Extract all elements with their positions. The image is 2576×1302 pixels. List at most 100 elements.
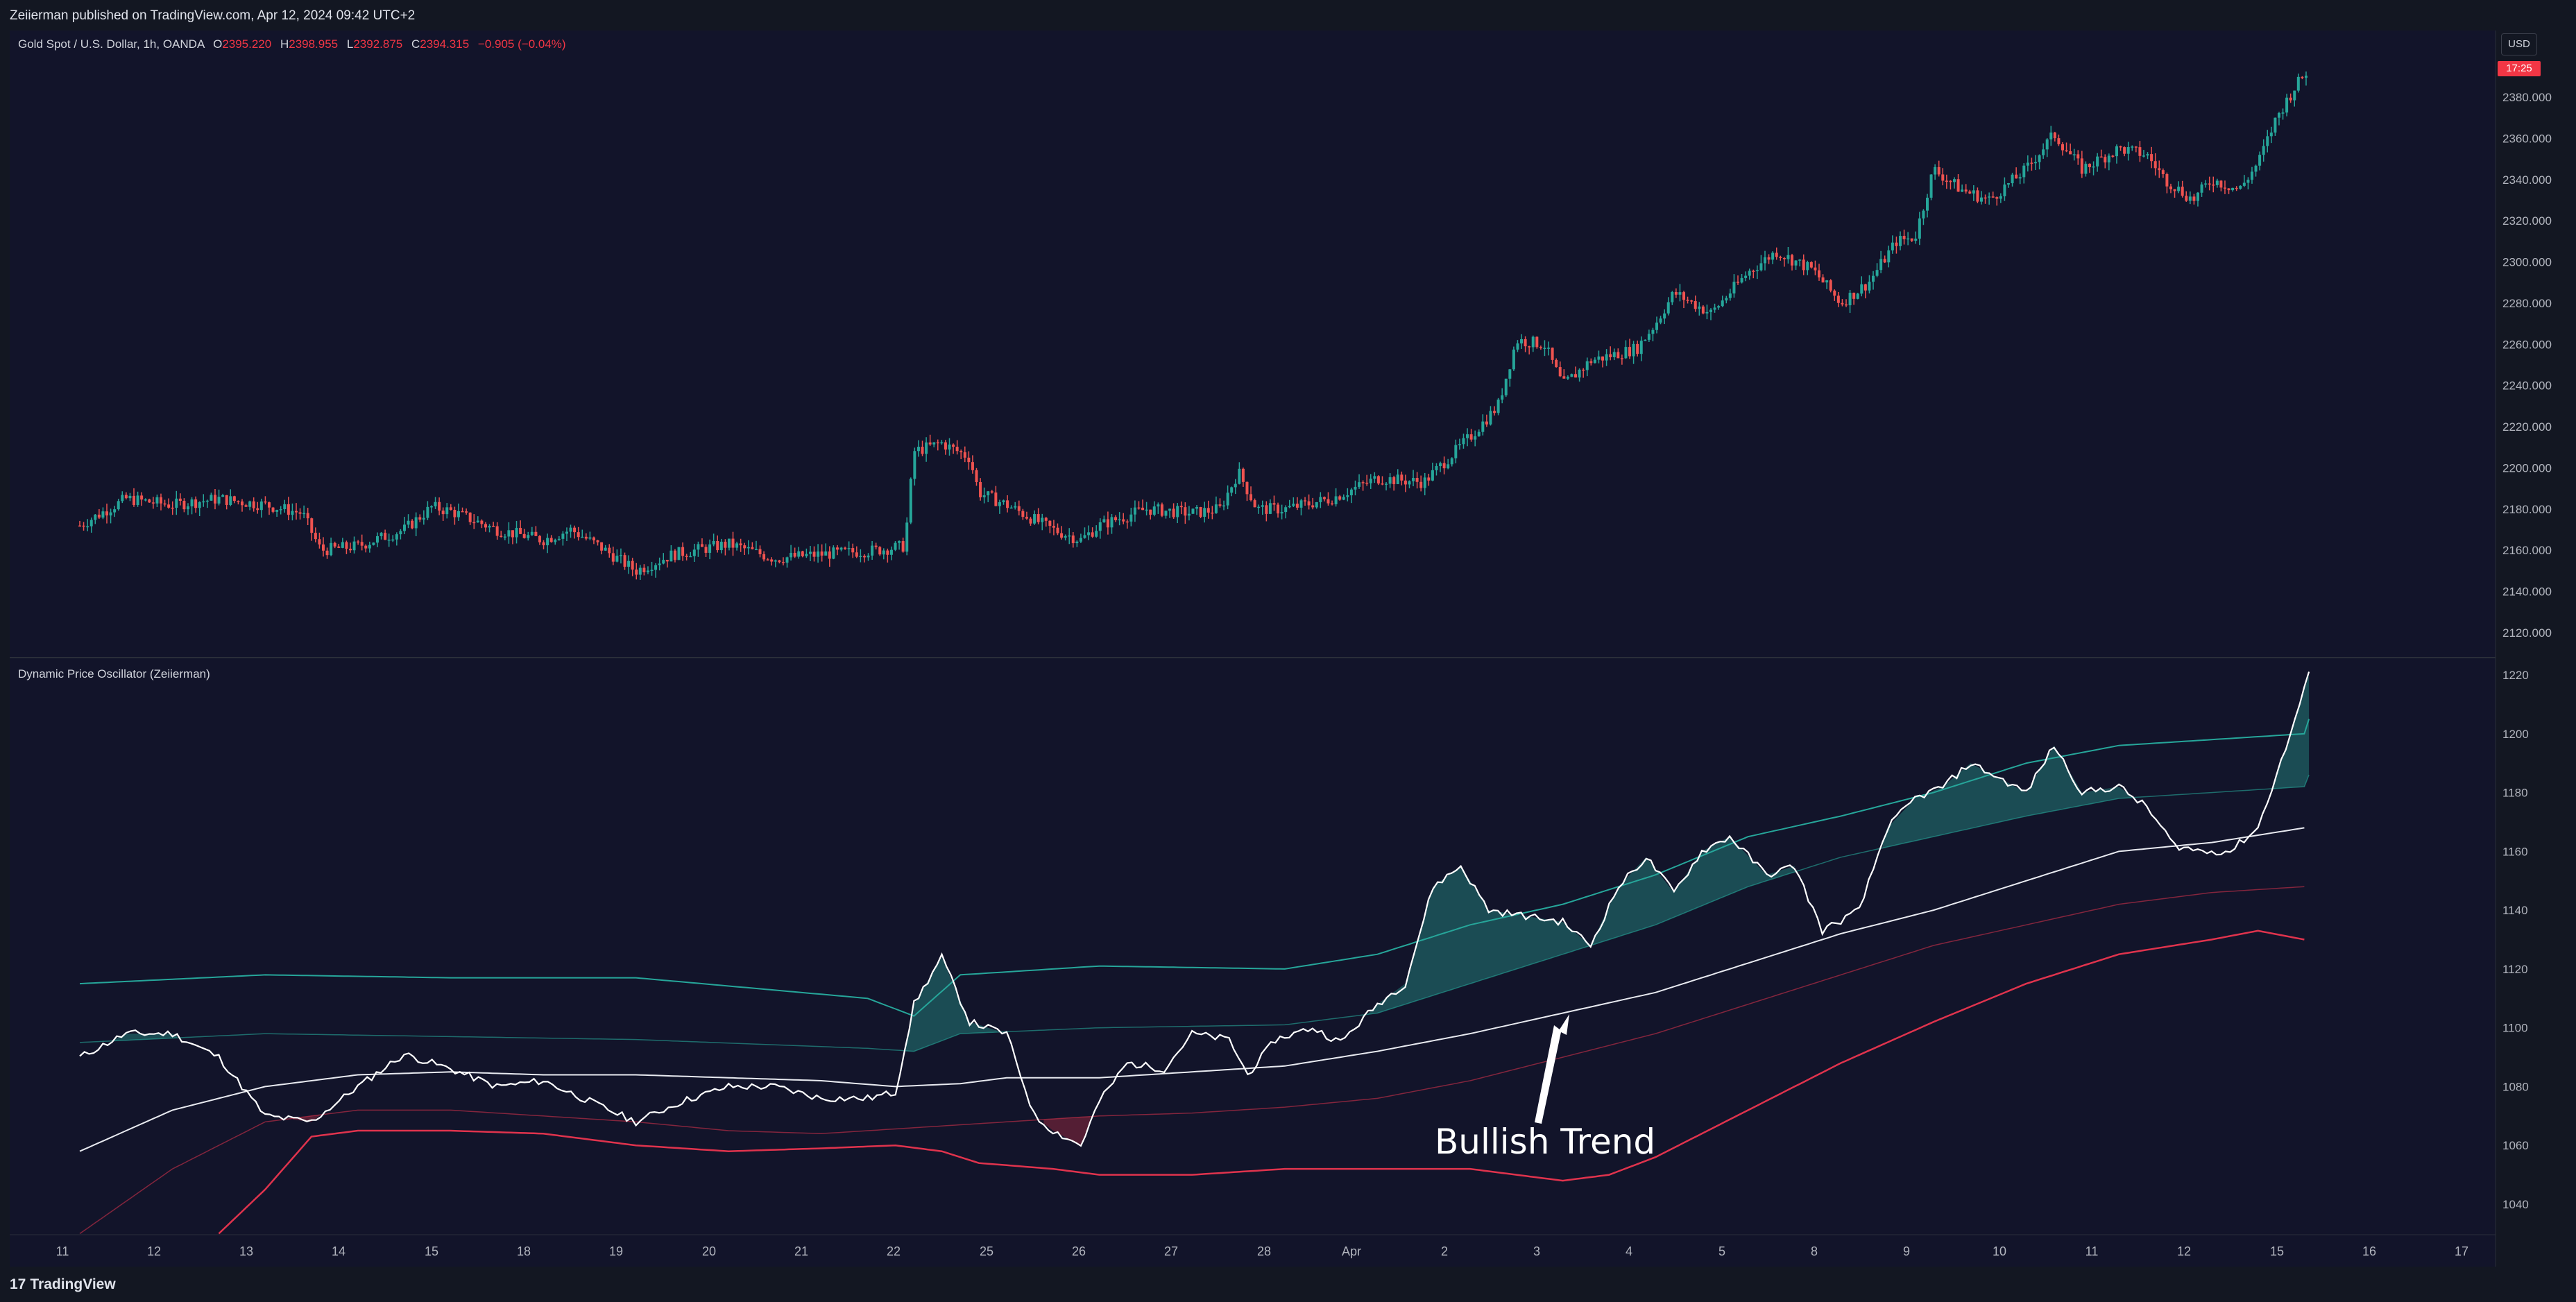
candle-body (1319, 497, 1322, 502)
candle-body (333, 542, 336, 547)
candle-body (175, 498, 178, 508)
candle-body (801, 551, 804, 556)
candle-body (889, 549, 893, 555)
candle-body (1218, 504, 1222, 506)
candle-body (1376, 476, 1380, 483)
candle-body (298, 512, 302, 514)
candle-body (109, 512, 112, 516)
candle-body (515, 528, 518, 538)
candle-body (654, 565, 658, 570)
candle-body (1462, 438, 1465, 445)
candle-body (1814, 267, 1817, 271)
candle-body (847, 548, 851, 549)
candle-body (1752, 271, 1755, 272)
candle-body (101, 511, 105, 518)
candle-body (1014, 506, 1017, 508)
symbol-name[interactable]: Gold Spot / U.S. Dollar, 1h, OANDA (18, 37, 205, 51)
candle-body (1206, 508, 1210, 513)
price-tick-label: 2140.000 (2502, 585, 2552, 599)
candle-body (1187, 513, 1191, 516)
candle-body (758, 549, 762, 554)
candle-body (1809, 262, 1813, 268)
candle-body (1863, 284, 1867, 291)
candle-body (1582, 369, 1585, 371)
candle-body (302, 513, 306, 515)
candle-body (1071, 535, 1075, 544)
candle-body (588, 537, 592, 539)
candle-body (979, 481, 982, 497)
candle-body (1671, 292, 1674, 302)
candle-body (530, 531, 534, 536)
candle-body (78, 525, 81, 527)
time-tick-label: 15 (425, 1244, 438, 1258)
candle-body (194, 499, 198, 508)
candle-body (1891, 242, 1894, 251)
candle-body (1644, 339, 1647, 341)
candle-body (414, 517, 418, 529)
candle-body (495, 526, 499, 536)
candle-body (2250, 171, 2253, 180)
candle-body (990, 491, 993, 493)
candle-body (817, 551, 820, 557)
candle-body (735, 543, 739, 548)
candle-body (549, 538, 553, 542)
candle-body (1895, 242, 1898, 246)
candle-body (1663, 313, 1666, 319)
candle-body (1528, 346, 1531, 348)
candle-body (438, 502, 441, 511)
candle-body (2258, 155, 2262, 166)
candle-body (2126, 147, 2130, 154)
time-tick-label: 25 (980, 1244, 993, 1258)
candle-body (724, 541, 727, 548)
chart-area[interactable] (10, 31, 2496, 1267)
candle-body (1145, 509, 1148, 511)
candle-body (140, 495, 144, 500)
candle-body (1331, 503, 1334, 505)
candle-body (665, 560, 669, 562)
time-tick-label: 18 (517, 1244, 531, 1258)
candle-body (1636, 343, 1639, 354)
tradingview-logo[interactable]: 17 TradingView (10, 1276, 116, 1293)
bullish-fill (112, 1034, 178, 1041)
candle-body (2123, 147, 2126, 154)
candle-body (2015, 174, 2018, 179)
candle-body (785, 557, 789, 563)
currency-button[interactable]: USD (2501, 33, 2537, 55)
candle-body (1241, 468, 1245, 482)
time-tick-label: 11 (2085, 1244, 2099, 1258)
price-tick-label: 2240.000 (2502, 379, 2552, 393)
candle-body (1400, 474, 1404, 481)
candle-body (1369, 479, 1372, 483)
candle-body (921, 447, 924, 454)
candle-body (925, 442, 928, 454)
lower-band-line (218, 930, 2305, 1235)
candle-body (82, 525, 85, 527)
candle-body (1214, 504, 1218, 513)
candle-body (1322, 497, 1326, 499)
candle-body (565, 531, 568, 534)
candle-body (287, 504, 290, 515)
candle-body (1064, 536, 1067, 538)
candle-body (1342, 497, 1345, 500)
candle-body (719, 541, 723, 551)
candle-body (2169, 186, 2172, 189)
price-tick-label: 2160.000 (2502, 544, 2552, 557)
candle-body (1454, 445, 1458, 459)
candle-body (1427, 477, 1431, 481)
candle-body (1690, 300, 1694, 302)
candle-body (461, 511, 464, 513)
candle-body (105, 511, 108, 516)
candle-body (631, 560, 634, 570)
candle-body (882, 550, 885, 555)
candle-body (1439, 463, 1442, 466)
oscillator-title[interactable]: Dynamic Price Oscillator (Zeiierman) (18, 667, 210, 680)
candle-body (210, 495, 213, 501)
candle-body (1964, 189, 1968, 192)
candle-body (1311, 505, 1315, 508)
candle-body (391, 539, 395, 541)
candle-body (793, 552, 796, 557)
candle-body (700, 544, 703, 547)
candle-body (932, 442, 936, 445)
candle-body (1725, 298, 1728, 301)
